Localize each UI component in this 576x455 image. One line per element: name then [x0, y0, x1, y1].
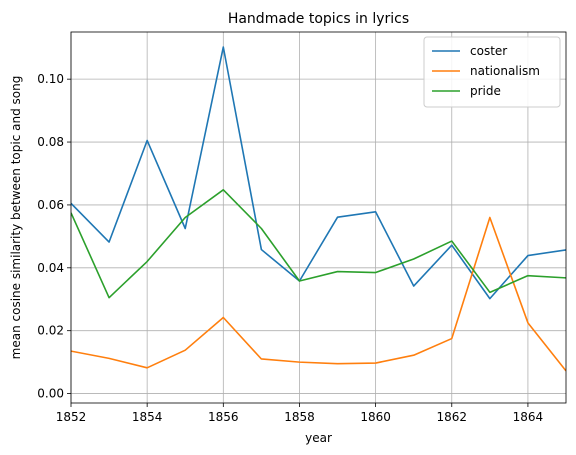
plot-frame — [70, 31, 567, 404]
x-tick-label: 1862 — [436, 410, 467, 424]
series-layer — [71, 46, 566, 372]
legend-label-nationalism: nationalism — [470, 64, 540, 78]
y-tick-label: 0.02 — [37, 324, 64, 338]
y-tick-label: 0.08 — [37, 135, 64, 149]
y-tick-label: 0.00 — [37, 387, 64, 401]
x-tick-label: 1858 — [284, 410, 315, 424]
x-tick-label: 1860 — [360, 410, 391, 424]
ticks-layer: 1852 1854 1856 1858 1860 1862 1864 0.00 0.02 0.04… — [37, 72, 543, 424]
x-tick-label: 1854 — [132, 410, 163, 424]
legend-box — [423, 36, 561, 108]
x-tick-label: 1864 — [513, 410, 544, 424]
series-line-coster — [71, 46, 566, 300]
y-tick-label: 0.06 — [37, 198, 64, 212]
series-line-pride — [71, 189, 566, 299]
legend: coster nationalism pride — [423, 36, 561, 108]
x-axis-label: year — [305, 431, 332, 445]
legend-label-pride: pride — [470, 84, 501, 98]
chart-title: Handmade topics in lyrics — [228, 11, 409, 27]
y-tick-label: 0.04 — [37, 261, 64, 275]
x-tick-label: 1852 — [56, 410, 87, 424]
legend-label-coster: coster — [470, 44, 507, 58]
series-line-nationalism — [71, 216, 566, 372]
y-axis-label: mean cosine similarity between topic and… — [9, 76, 23, 360]
y-tick-label: 0.10 — [37, 72, 64, 86]
x-tick-label: 1856 — [208, 410, 239, 424]
